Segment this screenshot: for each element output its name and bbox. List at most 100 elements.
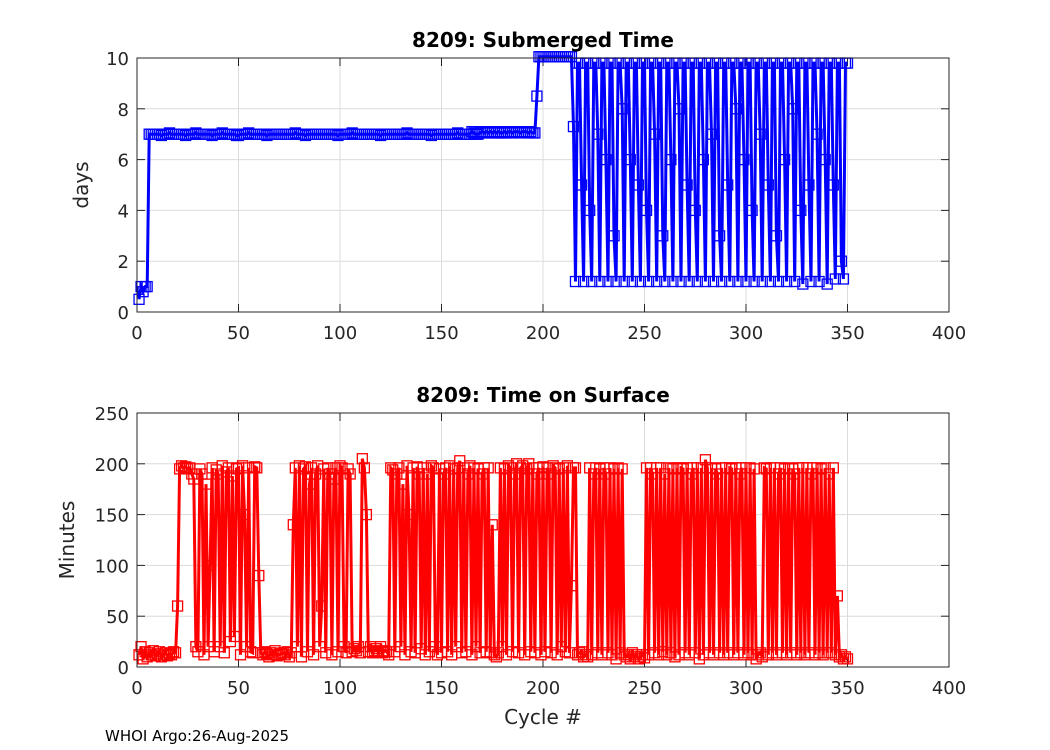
data-point-marker [780,275,793,288]
chart-title: 8209: Time on Surface [416,383,670,407]
data-point-marker [624,153,636,166]
data-point-marker [586,275,598,288]
data-point-marker [387,464,399,476]
data-point-marker [606,649,618,661]
data-point-marker [732,275,744,288]
data-point-marker [539,646,551,658]
x-tick-label: 350 [830,678,864,699]
data-point-marker [305,462,318,474]
data-point-marker [626,275,638,288]
data-line [137,458,849,663]
y-tick-label: 50 [106,607,129,628]
data-point-marker [301,646,314,658]
data-point-marker [531,468,543,480]
data-point-marker [354,647,366,659]
data-point-marker [397,478,409,490]
data-point-marker [744,462,756,474]
data-point-marker [651,275,663,288]
data-point-marker [614,647,626,659]
data-point-marker [693,653,705,665]
data-point-marker [713,647,726,659]
data-point-marker [659,275,671,288]
x-tick-label: 50 [227,323,250,344]
data-point-marker [500,649,513,661]
data-point-marker [649,647,661,659]
data-point-marker [827,462,839,474]
data-point-marker [283,651,295,663]
data-point-marker [738,649,750,661]
data-point-marker [411,461,423,473]
data-point-marker [636,649,649,661]
data-point-marker [795,647,807,659]
data-point-marker [253,569,265,582]
x-tick-label: 300 [729,323,763,344]
data-point-marker [385,462,397,474]
data-point-marker [661,649,673,661]
data-point-marker [839,651,852,663]
x-tick-label: 200 [526,678,560,699]
data-point-marker [545,647,557,659]
data-point-marker [541,462,553,474]
data-point-marker [646,468,659,480]
x-axis-label: Cycle # [504,705,582,729]
data-point-marker [819,153,831,166]
data-point-marker [176,460,188,472]
y-axis-label: Minutes [55,501,79,580]
data-point-marker [665,647,677,659]
data-point-marker [691,275,703,288]
data-point-marker [413,468,425,480]
data-point-marker [427,462,440,474]
data-point-marker [740,275,752,288]
data-point-marker [476,468,488,480]
data-point-marker [141,280,153,293]
data-point-marker [165,649,178,661]
data-point-marker [772,275,785,288]
x-tick-label: 250 [627,678,661,699]
y-tick-label: 4 [118,201,129,222]
data-point-marker [590,462,602,474]
data-point-marker [161,650,174,662]
x-tick-label: 100 [323,323,357,344]
data-point-marker [778,153,791,166]
data-point-marker [307,649,320,661]
data-point-marker [600,153,612,166]
data-point-marker [835,255,848,267]
data-point-marker [809,649,821,661]
data-point-marker [279,649,291,661]
data-point-marker [561,460,574,472]
data-point-marker [381,646,393,658]
data-point-marker [228,630,241,643]
x-tick-label: 0 [131,678,142,699]
data-point-marker [754,128,766,140]
data-point-marker [569,462,582,474]
y-tick-label: 0 [118,658,129,679]
data-point-marker [565,51,578,63]
data-point-marker [344,468,356,480]
data-point-marker [837,273,850,285]
data-point-marker [200,478,212,490]
x-tick-label: 400 [932,323,966,344]
x-tick-label: 150 [424,678,458,699]
y-tick-label: 8 [118,100,129,121]
data-point-marker [673,103,685,115]
data-point-marker [748,275,760,288]
data-point-marker [610,275,622,288]
data-point-marker [356,453,368,465]
data-point-marker [429,641,442,653]
data-point-marker [492,647,504,659]
data-point-marker [642,275,655,288]
x-tick-label: 100 [323,678,357,699]
y-tick-label: 100 [95,556,129,577]
data-point-marker [277,647,289,659]
data-point-marker [575,179,588,191]
data-point-marker [212,468,224,480]
x-tick-label: 400 [932,678,966,699]
data-point-marker [602,647,614,659]
data-point-marker [322,462,334,474]
data-point-marker [724,275,736,288]
data-point-marker [819,462,831,474]
data-point-marker [634,275,647,288]
data-point-marker [612,462,624,474]
data-point-marker [754,647,766,659]
data-point-marker [797,278,809,290]
